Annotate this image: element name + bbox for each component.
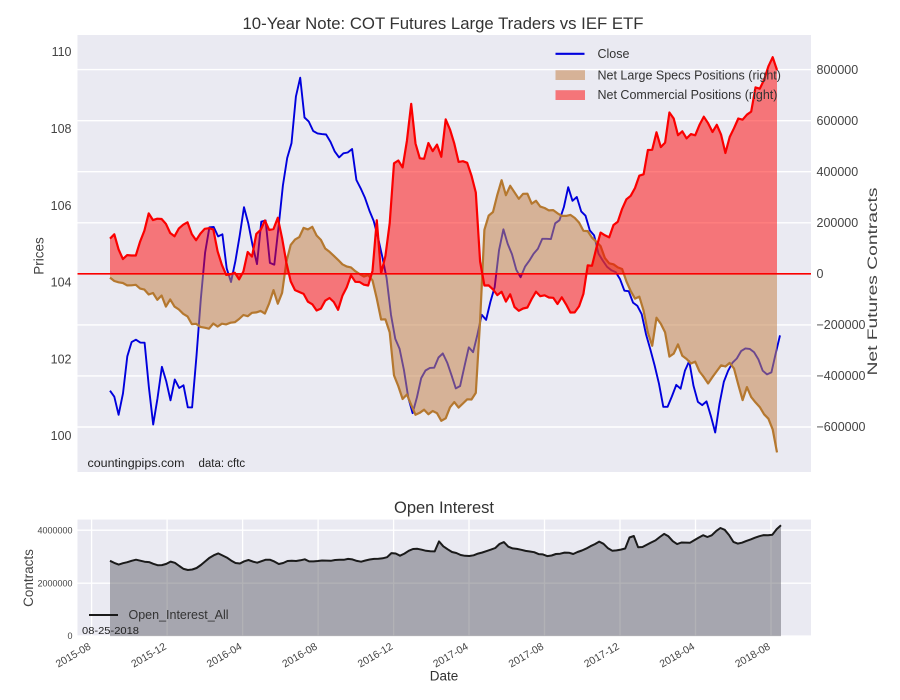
svg-text:100: 100 — [51, 429, 72, 443]
svg-text:countingpips.com: countingpips.com — [88, 458, 185, 470]
svg-text:Net Commercial Positions (righ: Net Commercial Positions (right) — [598, 88, 778, 102]
svg-text:−600000: −600000 — [817, 420, 866, 434]
svg-text:−200000: −200000 — [817, 318, 866, 332]
svg-text:data: cftc: data: cftc — [199, 458, 246, 470]
svg-text:0: 0 — [67, 631, 72, 641]
svg-text:−400000: −400000 — [817, 369, 866, 383]
svg-text:Open Interest: Open Interest — [394, 499, 494, 517]
svg-text:Net Large Specs Positions (rig: Net Large Specs Positions (right) — [598, 68, 781, 82]
svg-text:08-25-2018: 08-25-2018 — [82, 626, 139, 637]
svg-text:Close: Close — [598, 47, 630, 61]
svg-text:600000: 600000 — [817, 114, 859, 128]
svg-text:108: 108 — [51, 122, 72, 136]
svg-text:Open_Interest_All: Open_Interest_All — [129, 608, 229, 622]
svg-text:Date: Date — [430, 669, 459, 684]
svg-text:2000000: 2000000 — [37, 578, 72, 588]
svg-text:200000: 200000 — [817, 216, 859, 230]
svg-text:102: 102 — [51, 352, 72, 366]
svg-text:Prices: Prices — [32, 237, 47, 275]
svg-text:800000: 800000 — [817, 63, 859, 77]
svg-text:0: 0 — [817, 267, 824, 281]
svg-text:10-Year Note: COT Futures Larg: 10-Year Note: COT Futures Large Traders … — [243, 15, 644, 33]
svg-text:Net Futures Contracts: Net Futures Contracts — [865, 187, 880, 375]
svg-text:104: 104 — [51, 276, 72, 290]
svg-text:106: 106 — [51, 199, 72, 213]
svg-text:110: 110 — [52, 45, 72, 59]
svg-text:Contracts: Contracts — [21, 549, 36, 607]
svg-text:4000000: 4000000 — [37, 525, 72, 535]
svg-text:400000: 400000 — [817, 165, 859, 179]
